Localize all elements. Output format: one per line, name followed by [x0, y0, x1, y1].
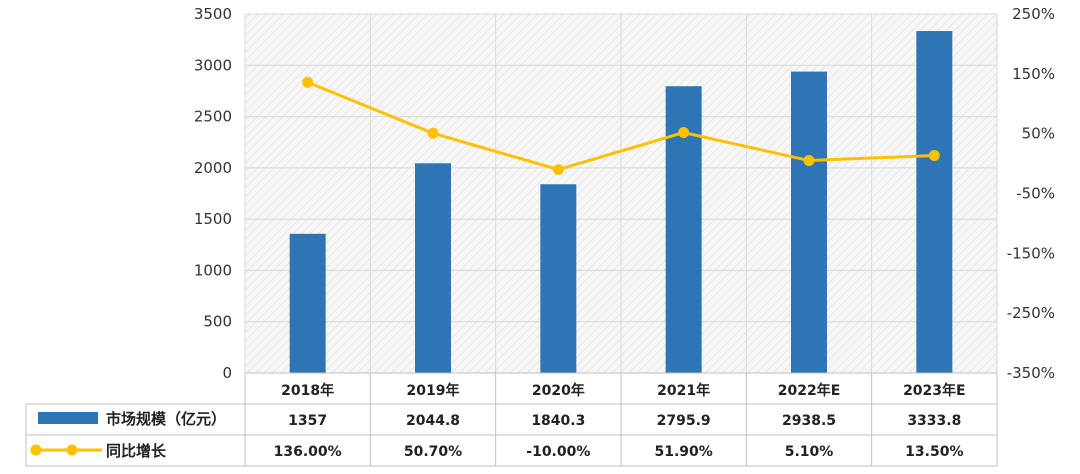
right-tick-label: 50% [1022, 125, 1055, 143]
left-axis: 0 500 1000 1500 2000 2500 3000 3500 [194, 5, 232, 382]
legend-label-line: 同比增长 [106, 442, 167, 460]
table-value-bar: 2938.5 [782, 413, 836, 429]
left-tick-label: 0 [222, 364, 232, 382]
bar [289, 233, 326, 373]
left-tick-label: 1000 [194, 261, 232, 279]
table-value-bar: 1357 [288, 413, 327, 429]
category-label: 2023年E [903, 382, 966, 399]
legend-key-bar [38, 412, 98, 424]
table-value-bar: 1840.3 [531, 413, 585, 429]
category-label: 2022年E [778, 382, 841, 399]
gridlines [244, 13, 998, 374]
legend-label-bar: 市场规模（亿元） [106, 410, 226, 428]
right-tick-label: -150% [1007, 244, 1055, 262]
table-value-line: 51.90% [655, 444, 713, 460]
legend-key-marker [66, 444, 78, 456]
line-series [302, 76, 940, 176]
category-label: 2018年 [281, 382, 334, 399]
table-value-line: 5.10% [785, 444, 834, 460]
growth-line [307, 80, 935, 172]
data-table: 2018年 2019年 2020年 2021年 2022年E 2023年E 市场规模（亿元）… [25, 372, 998, 467]
right-tick-label: 150% [1012, 65, 1055, 83]
line-point [678, 127, 690, 139]
right-tick-label: -50% [1016, 185, 1055, 203]
line-point [552, 164, 564, 176]
right-tick-label: -250% [1007, 304, 1055, 322]
right-tick-label: -350% [1007, 364, 1055, 382]
legend-key-marker [30, 444, 42, 456]
bar-series [289, 31, 953, 374]
left-tick-label: 2500 [194, 108, 232, 126]
bar [540, 184, 577, 373]
right-axis: -350% -250% -150% -50% 50% 150% 250% [1007, 5, 1055, 382]
left-tick-label: 2000 [194, 159, 232, 177]
line-point [803, 155, 815, 167]
line-point [302, 76, 314, 88]
line-point [928, 150, 940, 162]
table-value-bar: 2795.9 [657, 413, 711, 429]
right-tick-label: 250% [1012, 5, 1055, 23]
category-label: 2020年 [532, 382, 585, 399]
left-tick-label: 1500 [194, 210, 232, 228]
table-value-bar: 2044.8 [406, 413, 460, 429]
left-tick-label: 500 [203, 313, 232, 331]
category-label: 2019年 [407, 382, 460, 399]
table-value-line: -10.00% [526, 444, 590, 460]
bar [916, 31, 953, 374]
table-value-line: 136.00% [274, 444, 342, 460]
left-tick-label: 3000 [194, 56, 232, 74]
table-value-line: 13.50% [905, 444, 963, 460]
table-value-line: 50.70% [404, 444, 462, 460]
left-tick-label: 3500 [194, 5, 232, 23]
category-label: 2021年 [657, 382, 710, 399]
bar [415, 163, 451, 373]
line-point [427, 127, 439, 139]
bar [791, 71, 827, 373]
table-value-bar: 3333.8 [907, 413, 961, 429]
